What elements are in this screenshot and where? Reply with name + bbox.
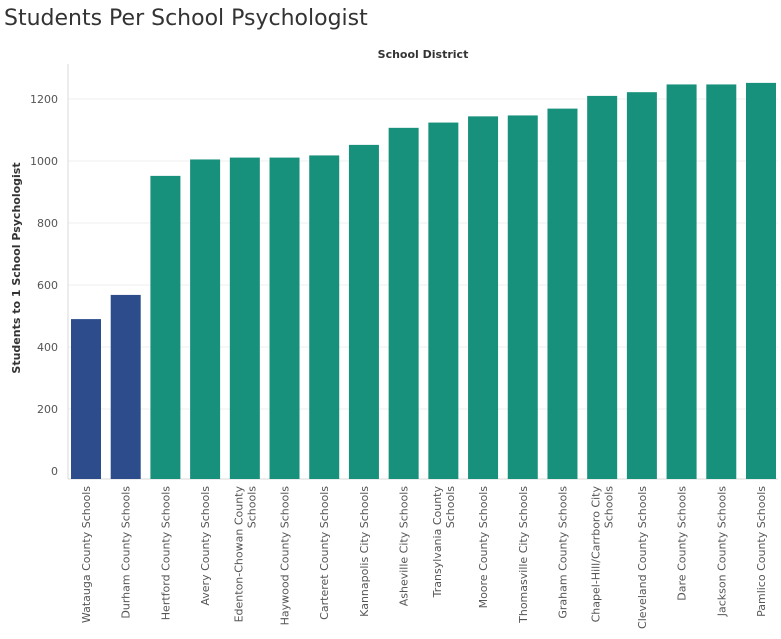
bar — [746, 82, 776, 479]
y-tick-label: 200 — [37, 403, 58, 416]
category-label-line: Edenton-Chowan County — [232, 486, 245, 623]
category-label-line: Jackson County Schools — [715, 486, 728, 618]
category-label: Edenton-Chowan County Schools — [232, 486, 258, 623]
bar — [309, 155, 340, 480]
bar — [150, 175, 181, 479]
bar — [547, 108, 578, 480]
category-label-line: Schools — [603, 486, 616, 529]
category-labels: Watauga County Schools Durham County Scho… — [80, 486, 768, 629]
category-label-line: Hertford County Schools — [159, 486, 172, 620]
category-label-line: Carteret County Schools — [318, 486, 331, 620]
bar — [587, 95, 618, 480]
category-label: Moore County Schools — [477, 486, 490, 609]
category-label-line: Cleveland County Schools — [636, 486, 649, 629]
y-tick-label: 1200 — [30, 93, 58, 106]
category-label: Avery County Schools — [199, 486, 212, 606]
category-label-line: Dare County Schools — [676, 486, 689, 601]
page-title: Students Per School Psychologist — [4, 6, 368, 31]
category-label-line: Moore County Schools — [477, 486, 490, 609]
category-label: Thomasville City Schools — [517, 486, 530, 624]
category-label: Haywood County Schools — [279, 486, 292, 626]
category-label: Dare County Schools — [676, 486, 689, 601]
bar — [269, 157, 300, 479]
bars — [71, 82, 776, 480]
category-label: Pamlico County Schools — [755, 486, 768, 617]
y-tick-label: 400 — [37, 341, 58, 354]
bar — [110, 294, 141, 479]
category-label-line: Thomasville City Schools — [517, 486, 530, 624]
category-label-line: Kannapolis City Schools — [358, 486, 371, 617]
x-axis-title: School District — [378, 48, 469, 61]
category-label: Durham County Schools — [120, 486, 133, 619]
category-label: Graham County Schools — [556, 486, 569, 619]
category-label: Asheville City Schools — [398, 486, 411, 607]
category-label-line: Watauga County Schools — [80, 486, 93, 623]
bar — [706, 84, 737, 480]
y-tick-label: 0 — [51, 465, 58, 478]
category-label-line: Chapel-Hill/Carrboro City — [590, 486, 603, 623]
category-label-line: Transylvania County — [431, 486, 444, 599]
category-label-line: Asheville City Schools — [398, 486, 411, 607]
category-label: Transylvania County Schools — [431, 486, 457, 599]
bar — [348, 144, 379, 479]
y-tick-label: 800 — [37, 217, 58, 230]
category-label-line: Haywood County Schools — [279, 486, 292, 626]
category-label: Carteret County Schools — [318, 486, 331, 620]
y-axis-title: Students to 1 School Psychologist — [10, 162, 23, 373]
category-label: Hertford County Schools — [159, 486, 172, 620]
y-axis-ticks: 0 200 400 600 800 1000 1200 — [30, 93, 58, 478]
category-label: Kannapolis City Schools — [358, 486, 371, 617]
category-label-line: Pamlico County Schools — [755, 486, 768, 617]
category-label-line: Avery County Schools — [199, 486, 212, 606]
category-label: Chapel-Hill/Carrboro City Schools — [590, 486, 616, 623]
bar — [507, 115, 538, 480]
category-label-line: Schools — [444, 486, 457, 529]
gridlines — [68, 98, 778, 410]
category-label-line: Durham County Schools — [120, 486, 133, 619]
bar — [666, 84, 697, 480]
bar — [190, 159, 221, 479]
bar — [468, 116, 499, 480]
bar — [626, 92, 657, 480]
category-label: Cleveland County Schools — [636, 486, 649, 629]
y-tick-label: 600 — [37, 279, 58, 292]
bar — [71, 319, 101, 479]
category-label: Jackson County Schools — [715, 486, 728, 618]
category-label-line: Schools — [245, 486, 258, 529]
bar — [428, 122, 459, 479]
y-tick-label: 1000 — [30, 155, 58, 168]
bar — [388, 127, 419, 479]
bar — [229, 157, 260, 479]
category-label-line: Graham County Schools — [556, 486, 569, 619]
category-label: Watauga County Schools — [80, 486, 93, 623]
